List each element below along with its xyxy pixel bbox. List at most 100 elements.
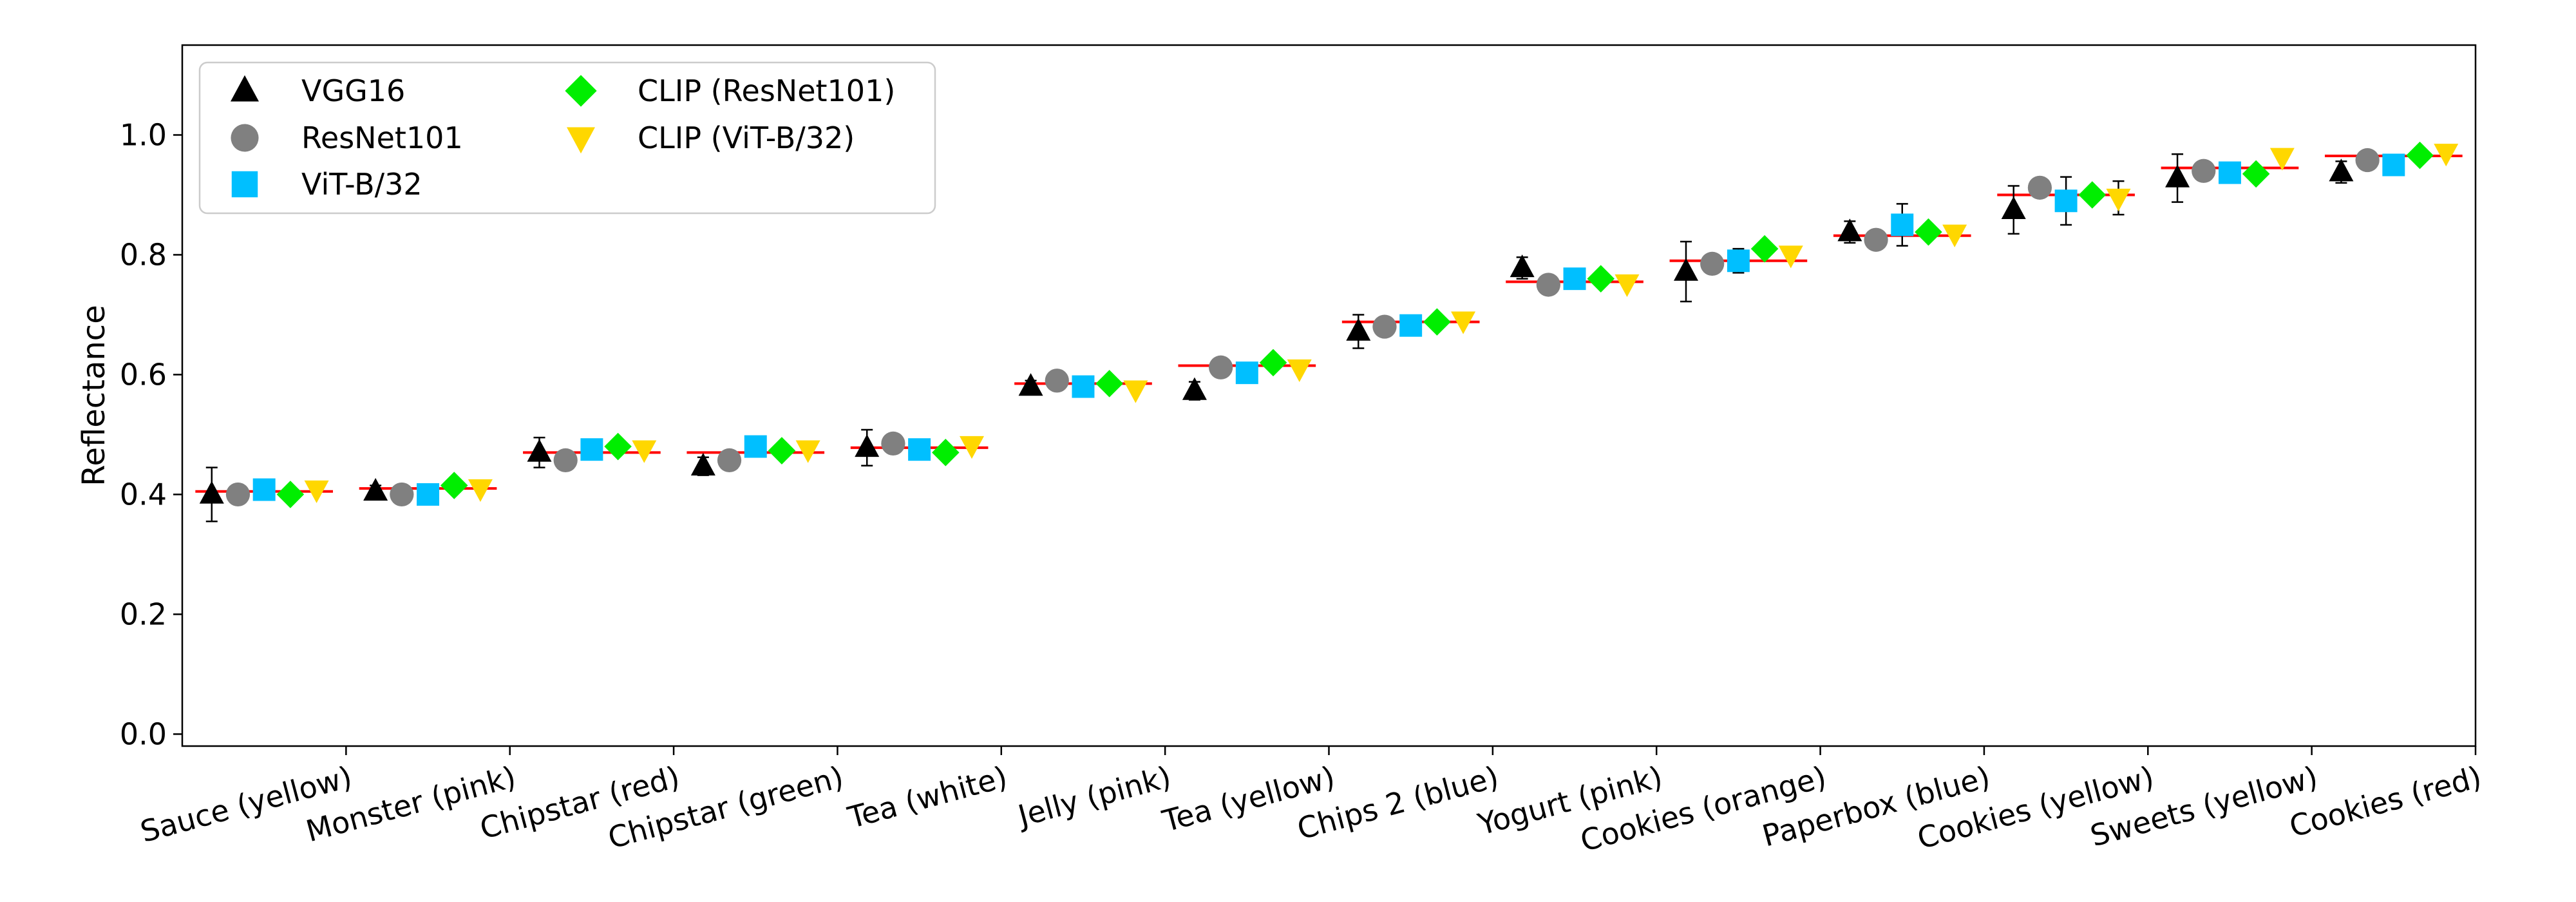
series-resnet101 — [225, 148, 2380, 507]
data-point-clip-resnet101 — [2242, 160, 2270, 188]
data-point-clip-resnet101 — [1587, 265, 1615, 293]
data-point-resnet101 — [1209, 355, 1233, 379]
y-axis: 0.0 0.2 0.4 0.6 0.8 1.0 — [120, 117, 182, 751]
data-point-resnet101 — [225, 482, 251, 507]
legend-label-clip-resnet101: CLIP (ResNet101) — [638, 73, 895, 108]
data-point-resnet101 — [553, 448, 578, 473]
data-point-resnet101 — [2355, 148, 2380, 173]
data-point-clip-resnet101 — [2078, 181, 2107, 209]
data-point-resnet101 — [1536, 273, 1560, 297]
series-vit-b-32 — [252, 153, 2405, 506]
data-point-resnet101 — [1045, 369, 1069, 393]
data-point-clip-resnet101 — [276, 481, 305, 508]
data-point-vgg16 — [527, 439, 552, 462]
data-point-clip-vit-b-32 — [2269, 148, 2295, 171]
y-tick-label: 0.2 — [120, 597, 167, 631]
data-point-vgg16 — [363, 477, 388, 501]
data-point-resnet101 — [1864, 227, 1888, 252]
x-tick-label: Jelly (pink) — [1012, 759, 1175, 834]
data-point-clip-vit-b-32 — [304, 480, 329, 503]
data-point-vgg16 — [1018, 373, 1043, 396]
x-tick-label: Tea (white) — [844, 759, 1011, 835]
data-point-vit-b-32 — [1235, 361, 1258, 385]
data-point-vgg16 — [2001, 196, 2026, 219]
data-point-vgg16 — [2329, 158, 2354, 182]
legend-box — [198, 61, 936, 215]
data-point-clip-vit-b-32 — [1778, 245, 1803, 269]
legend-marker-vgg16 — [231, 75, 259, 102]
data-layer — [195, 141, 2463, 523]
data-point-vgg16 — [1182, 377, 1207, 400]
legend-label-clip-vit-b-32: CLIP (ViT-B/32) — [638, 120, 855, 155]
y-axis-title: Reflectance — [76, 305, 112, 486]
y-tick-label: 0.4 — [120, 477, 167, 512]
y-tick-label: 1.0 — [120, 117, 167, 152]
data-point-clip-resnet101 — [1259, 349, 1287, 377]
data-point-clip-resnet101 — [604, 432, 632, 461]
data-point-vit-b-32 — [1399, 314, 1423, 337]
data-point-clip-vit-b-32 — [1287, 359, 1312, 383]
data-point-vgg16 — [1837, 218, 1862, 242]
legend-marker-vit-b-32 — [231, 171, 258, 198]
data-point-vit-b-32 — [744, 435, 767, 458]
data-point-clip-vit-b-32 — [632, 440, 657, 463]
data-point-clip-vit-b-32 — [1615, 274, 1640, 298]
legend-marker-clip-resnet101 — [565, 75, 597, 107]
data-point-clip-vit-b-32 — [468, 479, 493, 503]
x-axis: Sauce (yellow)Monster (pink)Chipstar (re… — [137, 746, 2485, 858]
data-point-vit-b-32 — [580, 438, 603, 461]
data-point-clip-vit-b-32 — [1451, 311, 1476, 334]
data-point-vit-b-32 — [417, 483, 440, 506]
legend: VGG16 ResNet101 ViT-B/32 CLIP (ResNet101) CL… — [198, 61, 936, 215]
data-point-resnet101 — [2027, 175, 2052, 200]
data-point-clip-resnet101 — [1423, 308, 1451, 336]
data-point-resnet101 — [1372, 314, 1397, 339]
data-point-vgg16 — [1510, 254, 1535, 278]
data-point-clip-vit-b-32 — [2434, 144, 2459, 167]
data-point-vit-b-32 — [252, 478, 276, 501]
data-point-resnet101 — [717, 448, 742, 473]
series-clip-resnet101 — [276, 141, 2434, 508]
legend-label-vgg16: VGG16 — [301, 73, 405, 108]
data-point-clip-resnet101 — [440, 472, 468, 499]
data-point-resnet101 — [390, 482, 414, 507]
data-point-clip-vit-b-32 — [795, 440, 820, 463]
data-point-vit-b-32 — [1072, 375, 1095, 398]
data-point-clip-vit-b-32 — [1123, 380, 1148, 403]
data-point-vit-b-32 — [2218, 161, 2241, 184]
data-point-vit-b-32 — [1891, 213, 1914, 236]
series-vgg16 — [199, 153, 2354, 523]
data-point-vgg16 — [855, 434, 880, 457]
y-tick-label: 0.6 — [120, 357, 167, 392]
data-point-clip-resnet101 — [768, 437, 796, 465]
legend-label-resnet101: ResNet101 — [301, 120, 463, 155]
data-point-clip-vit-b-32 — [960, 436, 985, 459]
data-point-clip-vit-b-32 — [2106, 188, 2131, 212]
data-point-vit-b-32 — [1727, 249, 1750, 273]
data-point-clip-resnet101 — [2406, 141, 2434, 169]
data-point-clip-resnet101 — [1750, 235, 1779, 263]
data-point-vit-b-32 — [1563, 267, 1586, 291]
y-tick-label: 0.0 — [120, 716, 167, 751]
data-point-vit-b-32 — [908, 438, 931, 461]
data-point-vit-b-32 — [2382, 153, 2405, 177]
data-point-vgg16 — [2165, 164, 2190, 187]
data-point-vgg16 — [1346, 318, 1371, 341]
legend-marker-clip-vit-b-32 — [567, 127, 595, 154]
series-clip-vit-b-32 — [304, 144, 2459, 503]
data-point-resnet101 — [1700, 251, 1725, 276]
y-tick-label: 0.8 — [120, 237, 167, 272]
data-point-vit-b-32 — [2054, 189, 2078, 213]
data-point-resnet101 — [2192, 158, 2216, 183]
data-point-vgg16 — [1673, 258, 1698, 281]
data-point-resnet101 — [881, 431, 905, 456]
data-point-clip-resnet101 — [932, 439, 960, 466]
data-point-clip-resnet101 — [1095, 370, 1123, 398]
data-point-clip-resnet101 — [1915, 218, 1942, 246]
legend-marker-resnet101 — [231, 124, 259, 152]
data-point-clip-vit-b-32 — [1942, 224, 1967, 247]
legend-label-vit-b-32: ViT-B/32 — [301, 167, 422, 202]
data-point-vgg16 — [199, 481, 224, 504]
